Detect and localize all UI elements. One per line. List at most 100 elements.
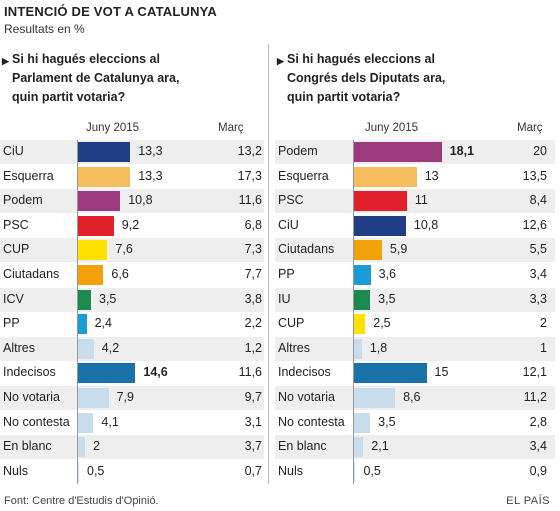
previous-value: 11,6: [238, 193, 262, 208]
bar-iu: [353, 289, 371, 310]
category-label: No votaria: [278, 390, 335, 404]
previous-value: 3,8: [244, 291, 262, 306]
previous-value: 12,1: [522, 365, 547, 380]
table-row: Indecisos 14,6 11,6: [0, 361, 264, 386]
previous-value: 2,8: [529, 414, 547, 429]
bar-nuls: [77, 461, 79, 482]
value-label: 11: [414, 193, 428, 208]
table-row: CUP 2,5 2: [275, 312, 555, 337]
previous-value: 5,5: [529, 242, 547, 257]
category-label: En blanc: [278, 439, 327, 454]
bar-pp: [353, 265, 371, 285]
column-header-current: Juny 2015: [365, 122, 419, 134]
previous-value: 11,2: [523, 390, 547, 404]
previous-value: 9,7: [244, 390, 262, 404]
table-row: Ciutadans 6,6 7,7: [0, 263, 264, 287]
previous-value: 13,2: [237, 144, 262, 158]
table-row: En blanc 2,1 3,4: [275, 435, 555, 460]
category-label: Indecisos: [278, 365, 331, 380]
previous-value: 1: [540, 340, 547, 355]
value-label: 3,5: [99, 291, 117, 306]
table-row: Altres 1,8 1: [275, 336, 555, 361]
previous-value: 1,2: [244, 340, 262, 355]
previous-value: 8,4: [529, 193, 547, 208]
previous-value: 3,1: [244, 414, 262, 429]
table-row: Nuls 0,5 0,9: [275, 459, 555, 484]
previous-value: 3,4: [529, 267, 547, 281]
triangle-icon: ▶: [2, 56, 9, 66]
bar-no-contesta: [77, 412, 94, 433]
value-label: 3,5: [378, 414, 396, 429]
previous-value: 0,7: [244, 463, 262, 478]
category-label: Podem: [278, 144, 318, 158]
value-label: 6,6: [111, 267, 129, 281]
category-label: No contesta: [278, 414, 345, 429]
previous-value: 7,3: [244, 242, 262, 257]
category-label: Ciutadans: [278, 242, 335, 257]
column-header-previous: Març: [218, 122, 244, 134]
category-label: En blanc: [3, 439, 52, 454]
question-line: quin partit votaria?: [287, 90, 401, 104]
category-label: CiU: [278, 217, 299, 232]
table-row: CiU 10,8 12,6: [275, 213, 555, 238]
bar-no-votaria: [353, 388, 396, 408]
bar-en-blanc: [353, 437, 364, 458]
previous-value: 3,7: [244, 439, 262, 454]
bar-altres: [77, 338, 94, 359]
previous-value: 12,6: [522, 217, 547, 232]
previous-value: 3,3: [529, 291, 547, 306]
bar-pp: [77, 314, 87, 335]
category-label: CiU: [3, 144, 24, 158]
chart-subtitle: Resultats en %: [4, 22, 85, 36]
value-label: 14,6: [143, 365, 168, 380]
source-note: Font: Centre d'Estudis d'Opinió.: [4, 495, 159, 507]
value-label: 8,6: [403, 390, 421, 404]
category-label: No contesta: [3, 414, 70, 429]
value-label: 9,2: [121, 217, 140, 232]
table-row: Indecisos 15 12,1: [275, 361, 555, 386]
category-label: Nuls: [3, 463, 29, 478]
previous-value: 20: [533, 144, 547, 158]
table-row: IU 3,5 3,3: [275, 287, 555, 312]
category-label: No votaria: [3, 390, 60, 404]
table-row: PP 2,4 2,2: [0, 312, 264, 337]
value-label: 13,3: [138, 168, 163, 183]
previous-value: 0,9: [529, 463, 547, 478]
value-label: 2: [93, 439, 100, 454]
table-row: PSC 11 8,4: [275, 189, 555, 214]
bar-en-blanc: [77, 437, 85, 458]
previous-value: 7,7: [244, 267, 262, 281]
value-label: 3,5: [378, 291, 396, 306]
bar-nuls: [353, 461, 356, 482]
chart-question: ▶ Si hi hagués eleccions al Parlament de C…: [0, 50, 179, 107]
table-row: No contesta 4,1 3,1: [0, 410, 264, 435]
question-line: Congrés dels Diputats ara,: [287, 71, 446, 85]
table-row: Altres 4,2 1,2: [0, 336, 264, 361]
category-label: PP: [278, 267, 295, 281]
category-label: Indecisos: [3, 365, 56, 380]
value-label: 2,1: [371, 439, 389, 454]
axis-baseline: [77, 140, 78, 485]
bar-altres: [353, 338, 362, 359]
bar-podem: [77, 191, 121, 212]
previous-value: 3,4: [529, 439, 547, 454]
table-row: Nuls 0,5 0,7: [0, 459, 264, 484]
table-row: Esquerra 13,3 17,3: [0, 164, 264, 189]
previous-value: 6,8: [244, 217, 262, 232]
column-header-previous: Març: [517, 122, 543, 134]
panel-separator: [268, 44, 269, 484]
bar-podem: [353, 142, 442, 162]
category-label: Ciutadans: [3, 267, 60, 281]
table-row: ICV 3,5 3,8: [0, 287, 264, 312]
category-label: Esquerra: [278, 168, 329, 183]
category-label: CUP: [3, 242, 30, 257]
bar-icv: [77, 289, 91, 310]
value-label: 1,8: [369, 340, 388, 355]
value-label: 7,6: [115, 242, 133, 257]
bar-indecisos: [353, 363, 427, 384]
bar-psc: [353, 191, 407, 212]
table-row: No votaria 8,6 11,2: [275, 386, 555, 410]
bar-no-votaria: [77, 388, 109, 408]
previous-value: 11,6: [238, 365, 262, 380]
value-label: 7,9: [116, 390, 134, 404]
